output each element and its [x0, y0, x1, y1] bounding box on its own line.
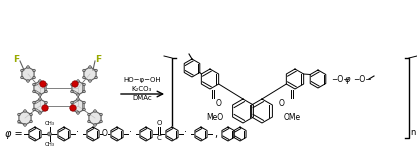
Circle shape — [77, 94, 79, 96]
Text: −O−: −O− — [353, 75, 372, 83]
Circle shape — [88, 113, 90, 116]
Text: DMAc: DMAc — [132, 95, 152, 101]
Text: ·: · — [184, 127, 188, 137]
Polygon shape — [29, 127, 41, 141]
Polygon shape — [234, 127, 246, 141]
Circle shape — [100, 113, 102, 116]
Text: φ =: φ = — [5, 129, 23, 139]
Circle shape — [89, 66, 91, 68]
Polygon shape — [89, 111, 101, 125]
Circle shape — [39, 80, 41, 82]
Circle shape — [33, 76, 35, 79]
Text: φ: φ — [345, 75, 351, 83]
Circle shape — [39, 112, 41, 114]
Circle shape — [27, 80, 29, 82]
Circle shape — [70, 108, 73, 111]
Text: MeO: MeO — [206, 114, 224, 122]
Polygon shape — [222, 127, 234, 141]
Circle shape — [94, 124, 96, 126]
Circle shape — [20, 76, 23, 79]
Text: CH₃: CH₃ — [45, 121, 55, 126]
Text: OMe: OMe — [284, 114, 301, 122]
Polygon shape — [184, 59, 200, 77]
Text: K₂CO₃: K₂CO₃ — [132, 86, 152, 92]
Text: n: n — [410, 128, 415, 137]
Circle shape — [20, 69, 23, 72]
Circle shape — [24, 110, 26, 112]
Text: ·: · — [76, 127, 80, 137]
Text: ·: · — [130, 127, 133, 137]
Circle shape — [94, 110, 96, 112]
Polygon shape — [286, 69, 304, 89]
Polygon shape — [72, 99, 84, 113]
Polygon shape — [233, 99, 254, 123]
Circle shape — [77, 98, 79, 100]
Text: O: O — [279, 99, 285, 108]
Text: CH₃: CH₃ — [45, 142, 55, 147]
Circle shape — [83, 83, 85, 86]
Circle shape — [39, 98, 41, 100]
Circle shape — [33, 108, 35, 111]
Text: F: F — [95, 56, 101, 64]
Polygon shape — [201, 69, 219, 89]
Circle shape — [83, 90, 85, 93]
Polygon shape — [58, 127, 70, 141]
Polygon shape — [310, 70, 326, 88]
Circle shape — [83, 101, 85, 104]
Text: F: F — [13, 56, 19, 64]
Text: −O−: −O− — [331, 75, 349, 83]
Circle shape — [83, 69, 85, 72]
Circle shape — [42, 105, 48, 111]
Circle shape — [33, 90, 35, 93]
Circle shape — [70, 101, 73, 104]
Circle shape — [33, 69, 35, 72]
Circle shape — [89, 80, 91, 82]
Polygon shape — [72, 81, 84, 95]
Polygon shape — [251, 99, 272, 123]
Circle shape — [83, 76, 85, 79]
Circle shape — [70, 83, 73, 86]
Circle shape — [77, 112, 79, 114]
Circle shape — [24, 124, 26, 126]
Circle shape — [100, 120, 102, 123]
Polygon shape — [140, 127, 152, 141]
Polygon shape — [22, 67, 34, 81]
Circle shape — [70, 90, 73, 93]
Text: O: O — [216, 99, 222, 108]
Circle shape — [88, 120, 90, 123]
Circle shape — [40, 81, 46, 87]
Circle shape — [95, 76, 97, 79]
Text: O: O — [156, 120, 162, 126]
Circle shape — [48, 132, 52, 136]
Circle shape — [27, 66, 29, 68]
Circle shape — [72, 81, 78, 87]
Circle shape — [45, 83, 48, 86]
Polygon shape — [19, 111, 31, 125]
Polygon shape — [84, 67, 96, 81]
Circle shape — [45, 108, 48, 111]
Circle shape — [45, 101, 48, 104]
Circle shape — [33, 83, 35, 86]
Circle shape — [45, 90, 48, 93]
Circle shape — [30, 120, 33, 123]
Circle shape — [33, 101, 35, 104]
Circle shape — [70, 105, 76, 111]
Text: O: O — [102, 129, 108, 139]
Circle shape — [18, 113, 20, 116]
Text: C: C — [157, 135, 161, 141]
Circle shape — [83, 108, 85, 111]
Polygon shape — [166, 127, 178, 141]
Polygon shape — [111, 127, 123, 141]
Circle shape — [77, 80, 79, 82]
Polygon shape — [87, 127, 99, 141]
Circle shape — [95, 69, 97, 72]
Circle shape — [30, 113, 33, 116]
Polygon shape — [34, 99, 46, 113]
Text: HO−φ−OH: HO−φ−OH — [123, 77, 161, 83]
Polygon shape — [34, 81, 46, 95]
Circle shape — [18, 120, 20, 123]
Polygon shape — [195, 127, 207, 141]
Text: ,: , — [214, 129, 217, 139]
Circle shape — [39, 94, 41, 96]
